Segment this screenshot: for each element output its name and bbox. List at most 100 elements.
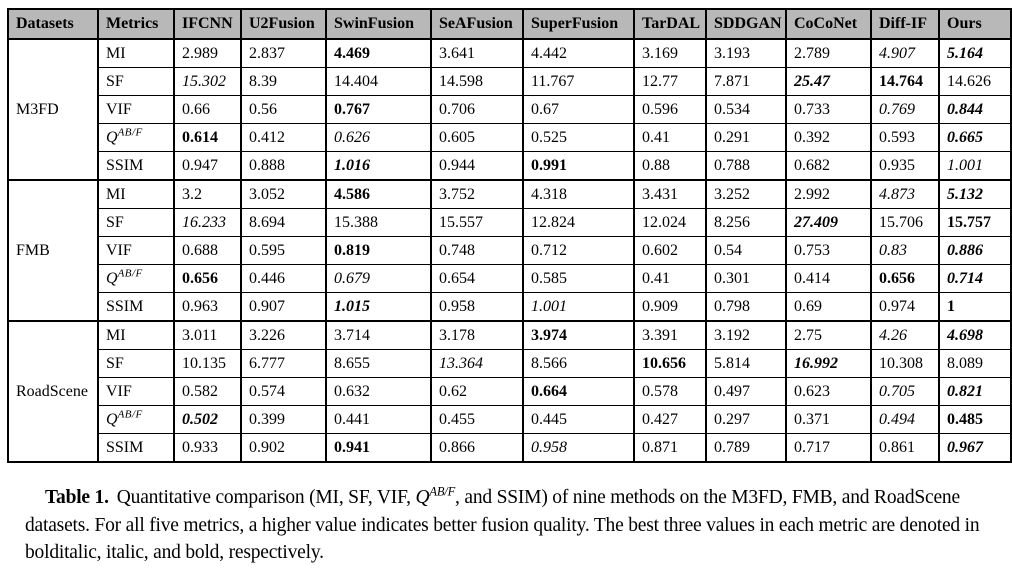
value-cell: 0.605 [430,123,524,152]
metric-cell: SSIM [97,433,175,463]
value-cell: 0.819 [325,236,432,265]
value-cell: 0.574 [240,377,327,406]
qabf-base: Q [106,128,118,146]
value-cell: 8.39 [240,67,327,96]
value-cell: 0.494 [870,405,940,434]
metric-cell: QAB/F [97,264,175,293]
metric-cell: QAB/F [97,405,175,434]
value-cell: 0.861 [870,433,940,463]
table-row: QAB/F 0.614 0.412 0.626 0.605 0.525 0.41 0.291 0… [8,123,1012,152]
value-cell: 0.614 [173,123,242,152]
value-cell: 27.409 [785,208,872,237]
qabf-sup: AB/F [117,126,143,139]
value-cell: 25.47 [785,67,872,96]
value-cell: 1.001 [938,151,1012,181]
value-cell: 0.798 [705,292,787,322]
value-cell: 8.655 [325,349,432,378]
value-cell: 10.135 [173,349,242,378]
table-row: SSIM 0.947 0.888 1.016 0.944 0.991 0.88 0.788 0.… [8,151,1012,181]
value-cell: 5.132 [938,179,1012,209]
value-cell: 0.66 [173,95,242,124]
value-cell: 12.024 [633,208,707,237]
value-cell: 1 [938,292,1012,322]
table-row: M3FD MI 2.989 2.837 4.469 3.641 4.442 3.169 3.19… [7,38,1012,181]
value-cell: 14.764 [870,67,940,96]
table-row: SSIM 0.963 0.907 1.015 0.958 1.001 0.909 0.798 0… [8,292,1012,322]
column-header-metrics: Metrics [97,8,175,40]
value-cell: 0.445 [522,405,635,434]
value-cell: 0.733 [785,95,872,124]
value-cell: 0.902 [240,433,327,463]
value-cell: 8.089 [938,349,1012,378]
table-row: RoadScene MI 3.011 3.226 3.714 3.178 3.974 3.39… [7,320,1012,463]
value-cell: 0.502 [173,405,242,434]
column-header-seafusion: SeAFusion [430,8,524,40]
value-cell: 4.469 [325,38,432,68]
value-cell: 11.767 [522,67,635,96]
value-cell: 0.88 [633,151,707,181]
value-cell: 0.485 [938,405,1012,434]
table-row: SSIM 0.933 0.902 0.941 0.866 0.958 0.871 0.789 0… [8,433,1012,463]
metric-cell: SSIM [97,151,175,181]
value-cell: 0.769 [870,95,940,124]
value-cell: 4.442 [522,38,635,68]
value-cell: 0.455 [430,405,524,434]
value-cell: 7.871 [705,67,787,96]
metric-cell: MI [97,38,175,68]
value-cell: 0.654 [430,264,524,293]
value-cell: 13.364 [430,349,524,378]
value-cell: 0.578 [633,377,707,406]
column-header-diff-if: Diff-IF [870,8,940,40]
value-cell: 8.694 [240,208,327,237]
value-cell: 3.052 [240,179,327,209]
qabf-base: Q [106,269,118,287]
value-cell: 0.414 [785,264,872,293]
value-cell: 0.301 [705,264,787,293]
metric-cell: MI [97,320,175,350]
value-cell: 0.767 [325,95,432,124]
value-cell: 0.427 [633,405,707,434]
dataset-cell: FMB [7,179,99,322]
value-cell: 0.821 [938,377,1012,406]
column-header-sddgan: SDDGAN [705,8,787,40]
table-row: VIF 0.66 0.56 0.767 0.706 0.67 0.596 0.534 0.733… [8,95,1012,124]
value-cell: 0.626 [325,123,432,152]
value-cell: 4.318 [522,179,635,209]
qabf-sup: AB/F [117,408,143,421]
value-cell: 0.963 [173,292,242,322]
value-cell: 0.297 [705,405,787,434]
value-cell: 3.641 [430,38,524,68]
value-cell: 15.302 [173,67,242,96]
value-cell: 0.753 [785,236,872,265]
metric-cell: SSIM [97,292,175,322]
value-cell: 0.788 [705,151,787,181]
value-cell: 0.974 [870,292,940,322]
value-cell: 5.814 [705,349,787,378]
value-cell: 12.77 [633,67,707,96]
value-cell: 0.844 [938,95,1012,124]
value-cell: 4.698 [938,320,1012,350]
value-cell: 0.688 [173,236,242,265]
value-cell: 3.752 [430,179,524,209]
value-cell: 0.705 [870,377,940,406]
value-cell: 0.446 [240,264,327,293]
value-cell: 0.717 [785,433,872,463]
value-cell: 0.947 [173,151,242,181]
value-cell: 5.164 [938,38,1012,68]
metric-cell: VIF [97,377,175,406]
value-cell: 0.656 [173,264,242,293]
metric-cell: SF [97,349,175,378]
value-cell: 0.712 [522,236,635,265]
table-row: QAB/F 0.656 0.446 0.679 0.654 0.585 0.41 0.301 0… [8,264,1012,293]
value-cell: 3.252 [705,179,787,209]
table-row: SF 16.233 8.694 15.388 15.557 12.824 12.024 8.2… [8,208,1012,237]
caption-text-after: , and SSIM) of nine methods on the M3FD,… [25,487,980,564]
value-cell: 0.56 [240,95,327,124]
table-row: VIF 0.688 0.595 0.819 0.748 0.712 0.602 0.54 0.7… [8,236,1012,265]
column-header-swinfusion: SwinFusion [325,8,432,40]
value-cell: 3.974 [522,320,635,350]
column-header-coconet: CoCoNet [785,8,872,40]
value-cell: 2.837 [240,38,327,68]
value-cell: 2.992 [785,179,872,209]
qabf-sup: AB/F [117,267,143,280]
